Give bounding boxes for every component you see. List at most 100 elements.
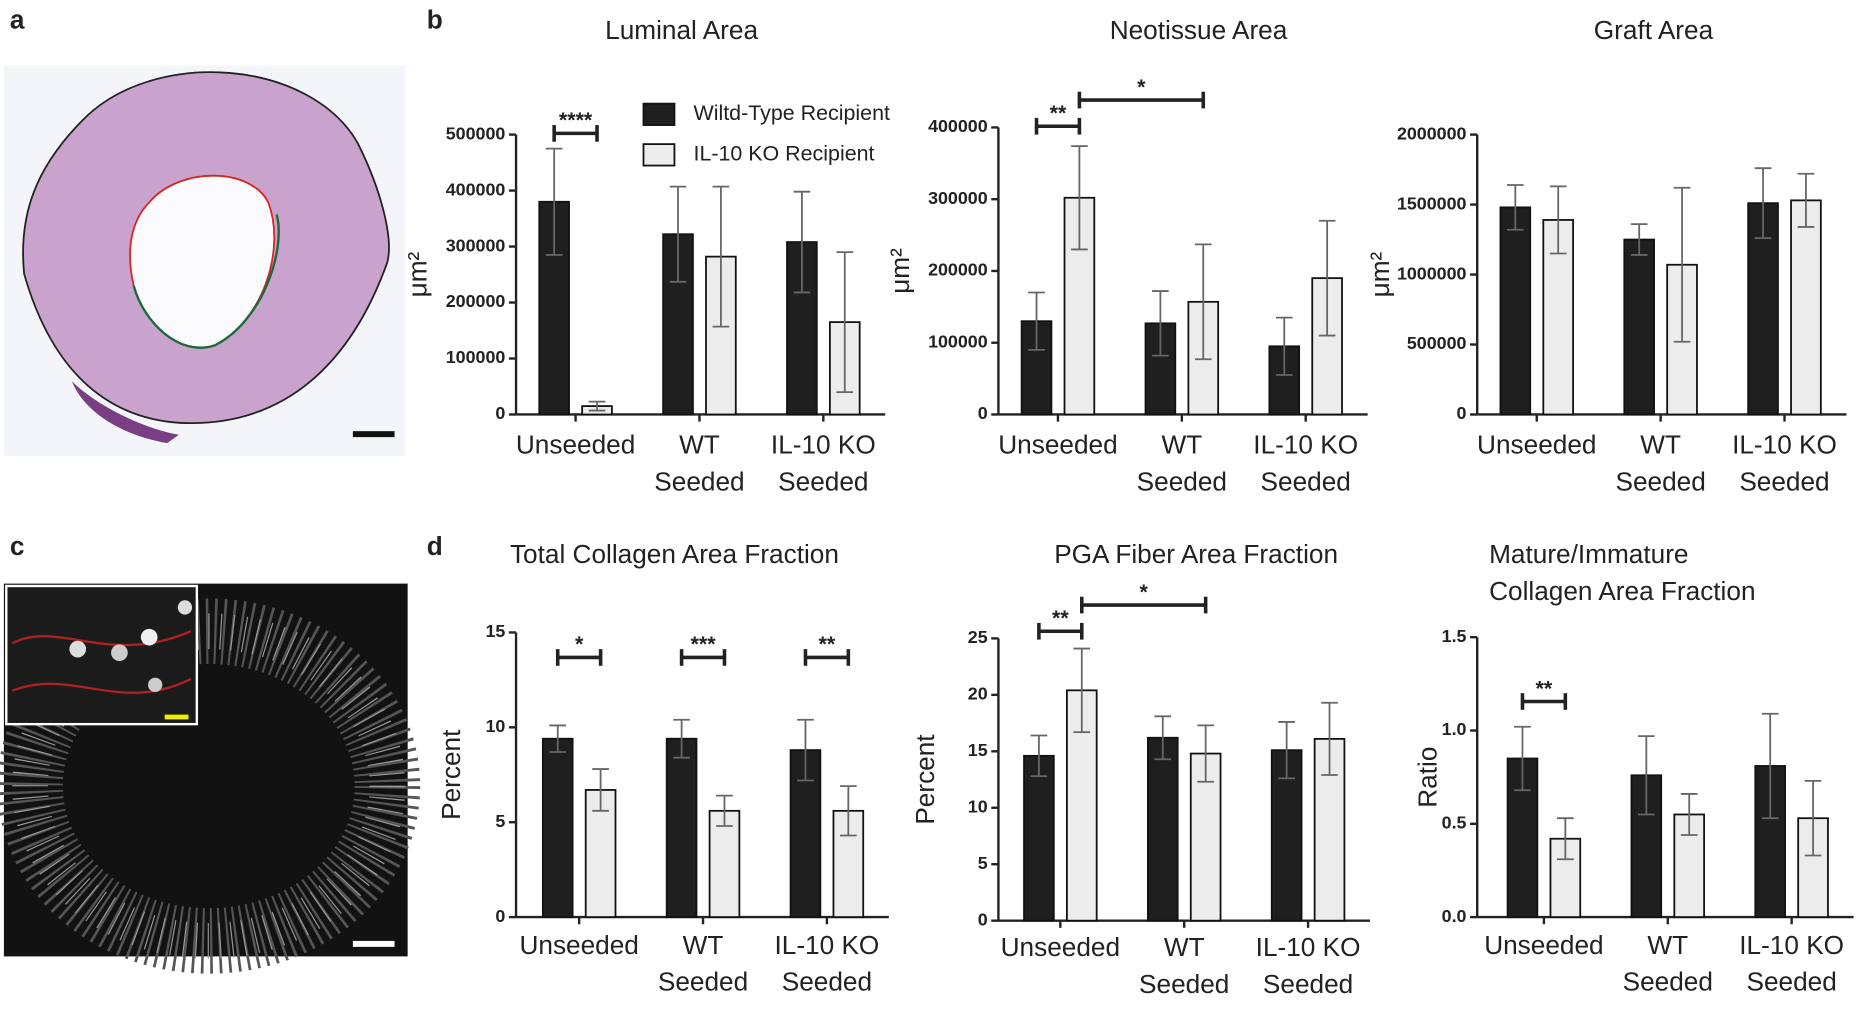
x-tick-label: WT xyxy=(1164,932,1205,962)
significance: * xyxy=(1077,75,1206,109)
x-tick-label: Seeded xyxy=(658,967,748,997)
error-bar xyxy=(588,400,606,412)
y-tick-label: 400000 xyxy=(928,116,988,136)
x-tick-label: IL-10 KO xyxy=(1253,430,1358,460)
legend-swatch xyxy=(642,102,676,126)
y-tick-label: 300000 xyxy=(446,235,506,255)
chart: Luminal Area 0 100000 200000 300000 400000 500… xyxy=(402,15,890,496)
y-tick-label: 15 xyxy=(485,621,505,641)
significance: * xyxy=(555,632,603,666)
error-bar xyxy=(1197,724,1214,783)
error-bar xyxy=(1557,817,1574,861)
significance: **** xyxy=(552,108,599,142)
x-tick-label: IL-10 KO xyxy=(1739,930,1844,960)
chart-title: Graft Area xyxy=(1594,15,1714,45)
x-tick-label: Seeded xyxy=(1139,969,1229,999)
error-bar xyxy=(1318,219,1336,337)
y-tick-label: 10 xyxy=(968,796,988,816)
panel-letter: a xyxy=(10,4,25,34)
y-tick-label: 20 xyxy=(968,684,988,704)
chart: Total Collagen Area Fraction 0 5 10 15 Percen… xyxy=(436,539,889,997)
y-tick-label: 200000 xyxy=(446,291,506,311)
x-tick-label: Seeded xyxy=(1615,466,1705,496)
chart-title: Total Collagen Area Fraction xyxy=(510,539,839,569)
significance-label: ** xyxy=(1050,101,1067,125)
y-tick-label: 0 xyxy=(978,403,988,423)
error-bar xyxy=(1321,701,1338,776)
y-tick-label: 5 xyxy=(495,811,505,831)
x-tick-label: Seeded xyxy=(1261,466,1351,496)
y-tick-label: 400000 xyxy=(446,179,506,199)
panel-letter: c xyxy=(10,531,25,561)
error-bar xyxy=(836,251,854,393)
y-tick-label: 0 xyxy=(495,403,505,423)
y-tick-label: 2000000 xyxy=(1397,123,1467,143)
error-bar xyxy=(1154,715,1172,761)
error-bar xyxy=(712,185,730,328)
error-bar xyxy=(1506,184,1524,231)
x-tick-label: IL-10 KO xyxy=(771,430,876,460)
x-tick-label: Seeded xyxy=(1263,969,1353,999)
y-axis-label: μm² xyxy=(402,251,432,297)
legend-label: IL-10 KO Recipient xyxy=(694,141,875,165)
significance-label: *** xyxy=(691,632,717,656)
error-bar xyxy=(1194,243,1212,361)
error-bar xyxy=(1637,735,1655,816)
error-bar xyxy=(592,768,609,812)
y-axis-label: Percent xyxy=(910,734,940,825)
legend-label: Wiltd-Type Recipient xyxy=(694,101,890,125)
error-bar xyxy=(1514,725,1531,792)
significance: * xyxy=(1079,580,1208,614)
significance-label: * xyxy=(1140,580,1149,604)
legend-swatch xyxy=(642,143,676,167)
significance: ** xyxy=(1037,606,1084,640)
error-bar xyxy=(793,190,811,294)
x-tick-label: WT xyxy=(1647,930,1688,960)
bar xyxy=(1623,238,1655,416)
significance: ** xyxy=(803,632,851,666)
y-tick-label: 0 xyxy=(495,906,505,926)
significance-label: * xyxy=(1137,75,1146,99)
error-bar xyxy=(1152,290,1169,357)
x-tick-label: Unseeded xyxy=(519,930,638,960)
y-tick-label: 15 xyxy=(968,740,988,760)
error-bar xyxy=(673,718,690,759)
error-bar xyxy=(1278,721,1295,780)
error-bar xyxy=(549,724,567,753)
chart-title: Luminal Area xyxy=(605,15,758,45)
x-tick-label: Seeded xyxy=(782,967,872,997)
y-axis-label: μm² xyxy=(1365,251,1395,297)
error-bar xyxy=(1549,185,1567,255)
y-tick-label: 1.5 xyxy=(1442,626,1467,646)
y-tick-label: 0.0 xyxy=(1442,906,1467,926)
error-bar xyxy=(716,794,733,827)
y-axis-label: μm² xyxy=(885,248,915,294)
x-tick-label: Seeded xyxy=(1137,466,1227,496)
panel-letter: d xyxy=(427,531,443,561)
legend: Wiltd-Type Recipient IL-10 KO Recipient xyxy=(642,101,890,167)
x-tick-label: Seeded xyxy=(1746,967,1836,997)
error-bar xyxy=(1028,291,1045,351)
polarized-image xyxy=(0,583,421,974)
y-tick-label: 200000 xyxy=(928,260,988,280)
error-bar xyxy=(1673,186,1691,343)
x-tick-label: IL-10 KO xyxy=(1732,430,1837,460)
y-tick-label: 1.0 xyxy=(1442,719,1467,739)
y-tick-label: 500000 xyxy=(446,123,506,143)
bar xyxy=(1542,219,1574,416)
significance: ** xyxy=(1034,101,1082,135)
chart-title: Neotissue Area xyxy=(1110,15,1288,45)
chart-title: Mature/Immature xyxy=(1489,539,1688,569)
error-bar xyxy=(1680,793,1698,836)
error-bar xyxy=(545,147,563,256)
significance-label: ** xyxy=(819,632,836,656)
y-tick-label: 300000 xyxy=(928,188,988,208)
panel-letter: b xyxy=(427,4,443,34)
error-bar xyxy=(1761,712,1779,820)
bar xyxy=(538,200,570,416)
y-tick-label: 100000 xyxy=(928,331,988,351)
y-tick-label: 0.5 xyxy=(1442,813,1467,833)
significance: *** xyxy=(679,632,727,666)
error-bar xyxy=(1804,779,1822,857)
chart: Graft Area 0 500000 1000000 1500000 2000000 μm… xyxy=(1365,15,1847,496)
